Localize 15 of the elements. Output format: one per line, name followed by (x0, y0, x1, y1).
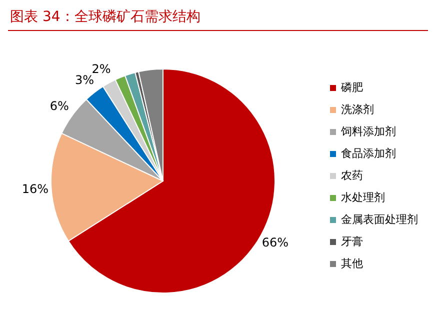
legend-label: 农药 (341, 168, 363, 184)
data-label: 3% (75, 72, 94, 87)
legend-label: 磷肥 (341, 80, 363, 96)
legend-label: 其他 (341, 256, 363, 272)
legend-label: 金属表面处理剂 (341, 212, 418, 228)
chart-title: 图表 34：全球磷矿石需求结构 (8, 8, 428, 31)
data-label: 6% (50, 98, 69, 113)
data-label: 66% (262, 236, 289, 250)
data-label: 2% (92, 62, 111, 76)
legend-label: 食品添加剂 (341, 146, 396, 162)
legend-label: 饲料添加剂 (341, 124, 396, 140)
legend-label: 洗涤剂 (341, 102, 374, 118)
data-label: 16% (22, 182, 49, 196)
legend-label: 水处理剂 (341, 190, 385, 206)
legend-label: 牙膏 (341, 234, 363, 250)
